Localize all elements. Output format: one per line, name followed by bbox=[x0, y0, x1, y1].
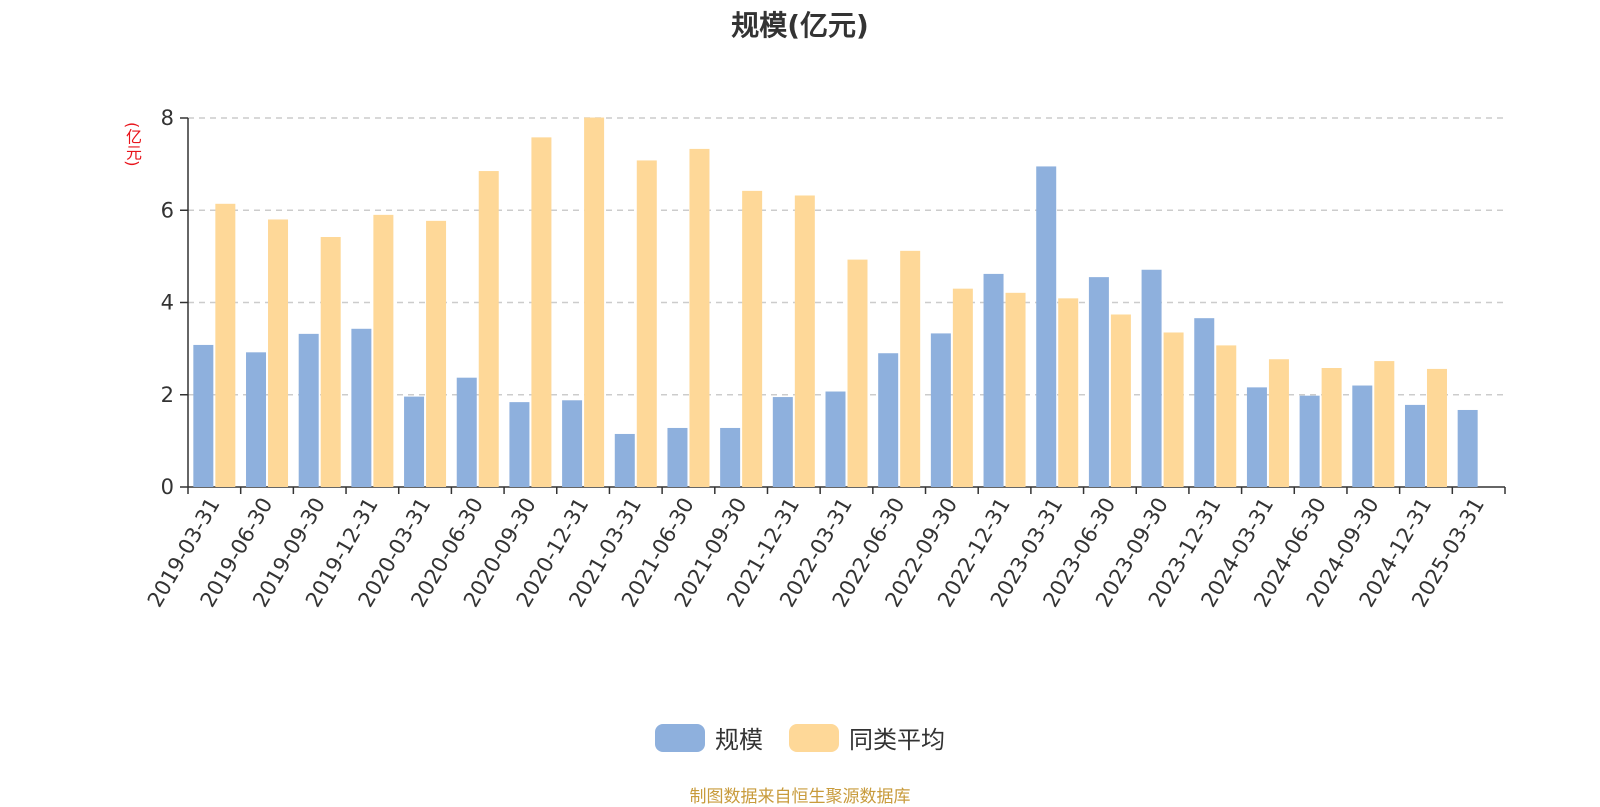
bar-scale bbox=[1299, 395, 1320, 487]
bar-peer-average bbox=[373, 214, 394, 488]
legend-item-peer-average[interactable]: 同类平均 bbox=[789, 720, 945, 755]
bar-peer-average bbox=[952, 288, 973, 487]
chart-title: 规模(亿元) bbox=[731, 9, 869, 42]
data-source-note: 制图数据来自恒生聚源数据库 bbox=[689, 787, 911, 807]
bar-scale bbox=[298, 333, 319, 487]
bar-scale bbox=[246, 352, 267, 487]
bar-peer-average bbox=[320, 237, 341, 487]
bar-peer-average bbox=[531, 137, 552, 487]
bar-peer-average bbox=[1374, 361, 1395, 487]
bar-scale bbox=[720, 427, 741, 487]
legend: 规模 同类平均 bbox=[0, 720, 1600, 755]
bar-peer-average bbox=[794, 195, 815, 488]
bar-peer-average bbox=[689, 148, 710, 487]
bar-scale bbox=[614, 433, 635, 487]
bar-peer-average bbox=[636, 160, 657, 487]
bar-scale bbox=[351, 328, 372, 487]
bar-scale bbox=[1088, 277, 1109, 487]
bar-peer-average bbox=[1005, 292, 1026, 487]
legend-swatch-peer-average bbox=[789, 723, 839, 752]
bar-scale bbox=[562, 400, 583, 487]
bar-scale bbox=[1457, 409, 1478, 487]
legend-item-scale[interactable]: 规模 bbox=[655, 720, 763, 755]
legend-label-scale: 规模 bbox=[715, 726, 763, 754]
bar-peer-average bbox=[1216, 345, 1237, 487]
y-tick-label: 0 bbox=[161, 475, 174, 499]
bar-peer-average bbox=[1268, 359, 1289, 487]
bar-scale bbox=[1141, 269, 1162, 487]
bar-scale bbox=[404, 396, 425, 487]
bar-peer-average bbox=[900, 250, 921, 487]
y-axis-unit-label: (亿元) bbox=[123, 122, 142, 167]
bar-scale bbox=[509, 402, 530, 487]
bar-scale bbox=[1352, 385, 1373, 487]
y-tick-label: 4 bbox=[161, 291, 174, 315]
bar-peer-average bbox=[1058, 298, 1079, 487]
y-tick-label: 6 bbox=[161, 198, 174, 222]
bar-peer-average bbox=[742, 190, 763, 487]
bar-peer-average bbox=[478, 171, 499, 487]
bar-scale bbox=[456, 377, 477, 487]
bar-scale bbox=[825, 391, 846, 487]
bar-scale bbox=[983, 273, 1004, 487]
bar-peer-average bbox=[584, 117, 605, 487]
bar-scale bbox=[1194, 318, 1215, 487]
bar-scale bbox=[930, 333, 951, 487]
bar-peer-average bbox=[268, 219, 289, 487]
bar-scale bbox=[1404, 404, 1425, 487]
bar-peer-average bbox=[426, 220, 447, 487]
bar-peer-average bbox=[847, 259, 868, 487]
bar-peer-average bbox=[1321, 367, 1342, 487]
bar-scale bbox=[193, 344, 214, 487]
bar-scale bbox=[1036, 166, 1057, 487]
legend-label-peer-average: 同类平均 bbox=[849, 726, 945, 754]
bar-peer-average bbox=[215, 203, 236, 488]
y-tick-label: 2 bbox=[161, 383, 174, 407]
bar-peer-average bbox=[1426, 368, 1447, 487]
bar-peer-average bbox=[1163, 332, 1184, 487]
bar-scale bbox=[667, 427, 688, 487]
bar-scale bbox=[878, 353, 899, 487]
legend-swatch-scale bbox=[655, 723, 705, 752]
bar-scale bbox=[772, 397, 793, 487]
y-tick-label: 8 bbox=[161, 106, 174, 130]
bar-peer-average bbox=[1110, 314, 1131, 487]
bar-scale bbox=[1246, 387, 1267, 487]
